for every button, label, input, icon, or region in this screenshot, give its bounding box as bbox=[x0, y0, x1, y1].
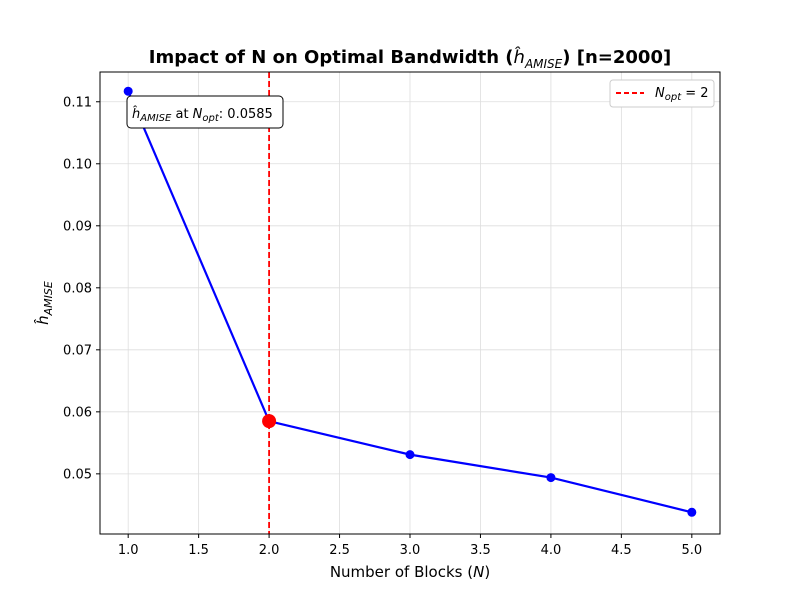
data-point bbox=[123, 86, 133, 96]
x-axis: 1.0 1.5 2.0 2.5 3.0 3.5 4.0 4.5 5.0 bbox=[118, 534, 702, 558]
y-tick-label: 0.08 bbox=[63, 281, 92, 296]
x-tick-label: 2.0 bbox=[259, 543, 280, 558]
y-tick-label: 0.05 bbox=[63, 467, 92, 482]
x-tick-label: 4.5 bbox=[611, 543, 632, 558]
data-point bbox=[405, 450, 415, 460]
plot-area bbox=[99, 71, 721, 535]
chart-title: Impact of N on Optimal Bandwidth (ĥAMISE… bbox=[149, 46, 671, 71]
y-tick-label: 0.10 bbox=[63, 157, 92, 172]
optimal-point-marker bbox=[262, 414, 277, 429]
y-tick-label: 0.11 bbox=[63, 95, 92, 110]
y-tick-label: 0.06 bbox=[63, 405, 92, 420]
data-point bbox=[546, 473, 556, 483]
x-axis-label: Number of Blocks (N) bbox=[330, 563, 490, 581]
x-tick-label: 5.0 bbox=[681, 543, 702, 558]
legend-box bbox=[609, 79, 715, 108]
data-point bbox=[687, 507, 697, 517]
series bbox=[123, 86, 697, 517]
x-tick-label: 4.0 bbox=[541, 543, 562, 558]
annotation-text: ĥAMISE at Nopt: 0.0585 bbox=[132, 106, 273, 124]
x-tick-label: 1.5 bbox=[188, 543, 209, 558]
y-axis: 0.05 0.06 0.07 0.08 0.09 0.10 0.11 bbox=[63, 95, 100, 482]
x-tick-label: 3.0 bbox=[400, 543, 421, 558]
x-tick-label: 1.0 bbox=[118, 543, 139, 558]
x-tick-label: 2.5 bbox=[329, 543, 350, 558]
y-tick-label: 0.09 bbox=[63, 219, 92, 234]
y-tick-label: 0.07 bbox=[63, 343, 92, 358]
value-annotation: ĥAMISE at Nopt: 0.0585 bbox=[126, 95, 284, 129]
x-tick-label: 3.5 bbox=[470, 543, 491, 558]
y-axis-label: ĥAMISE bbox=[33, 281, 55, 325]
annotation-box bbox=[126, 95, 284, 129]
legend-entry-vline: Nopt = 2 bbox=[655, 86, 709, 103]
legend: Nopt = 2 bbox=[609, 79, 715, 108]
